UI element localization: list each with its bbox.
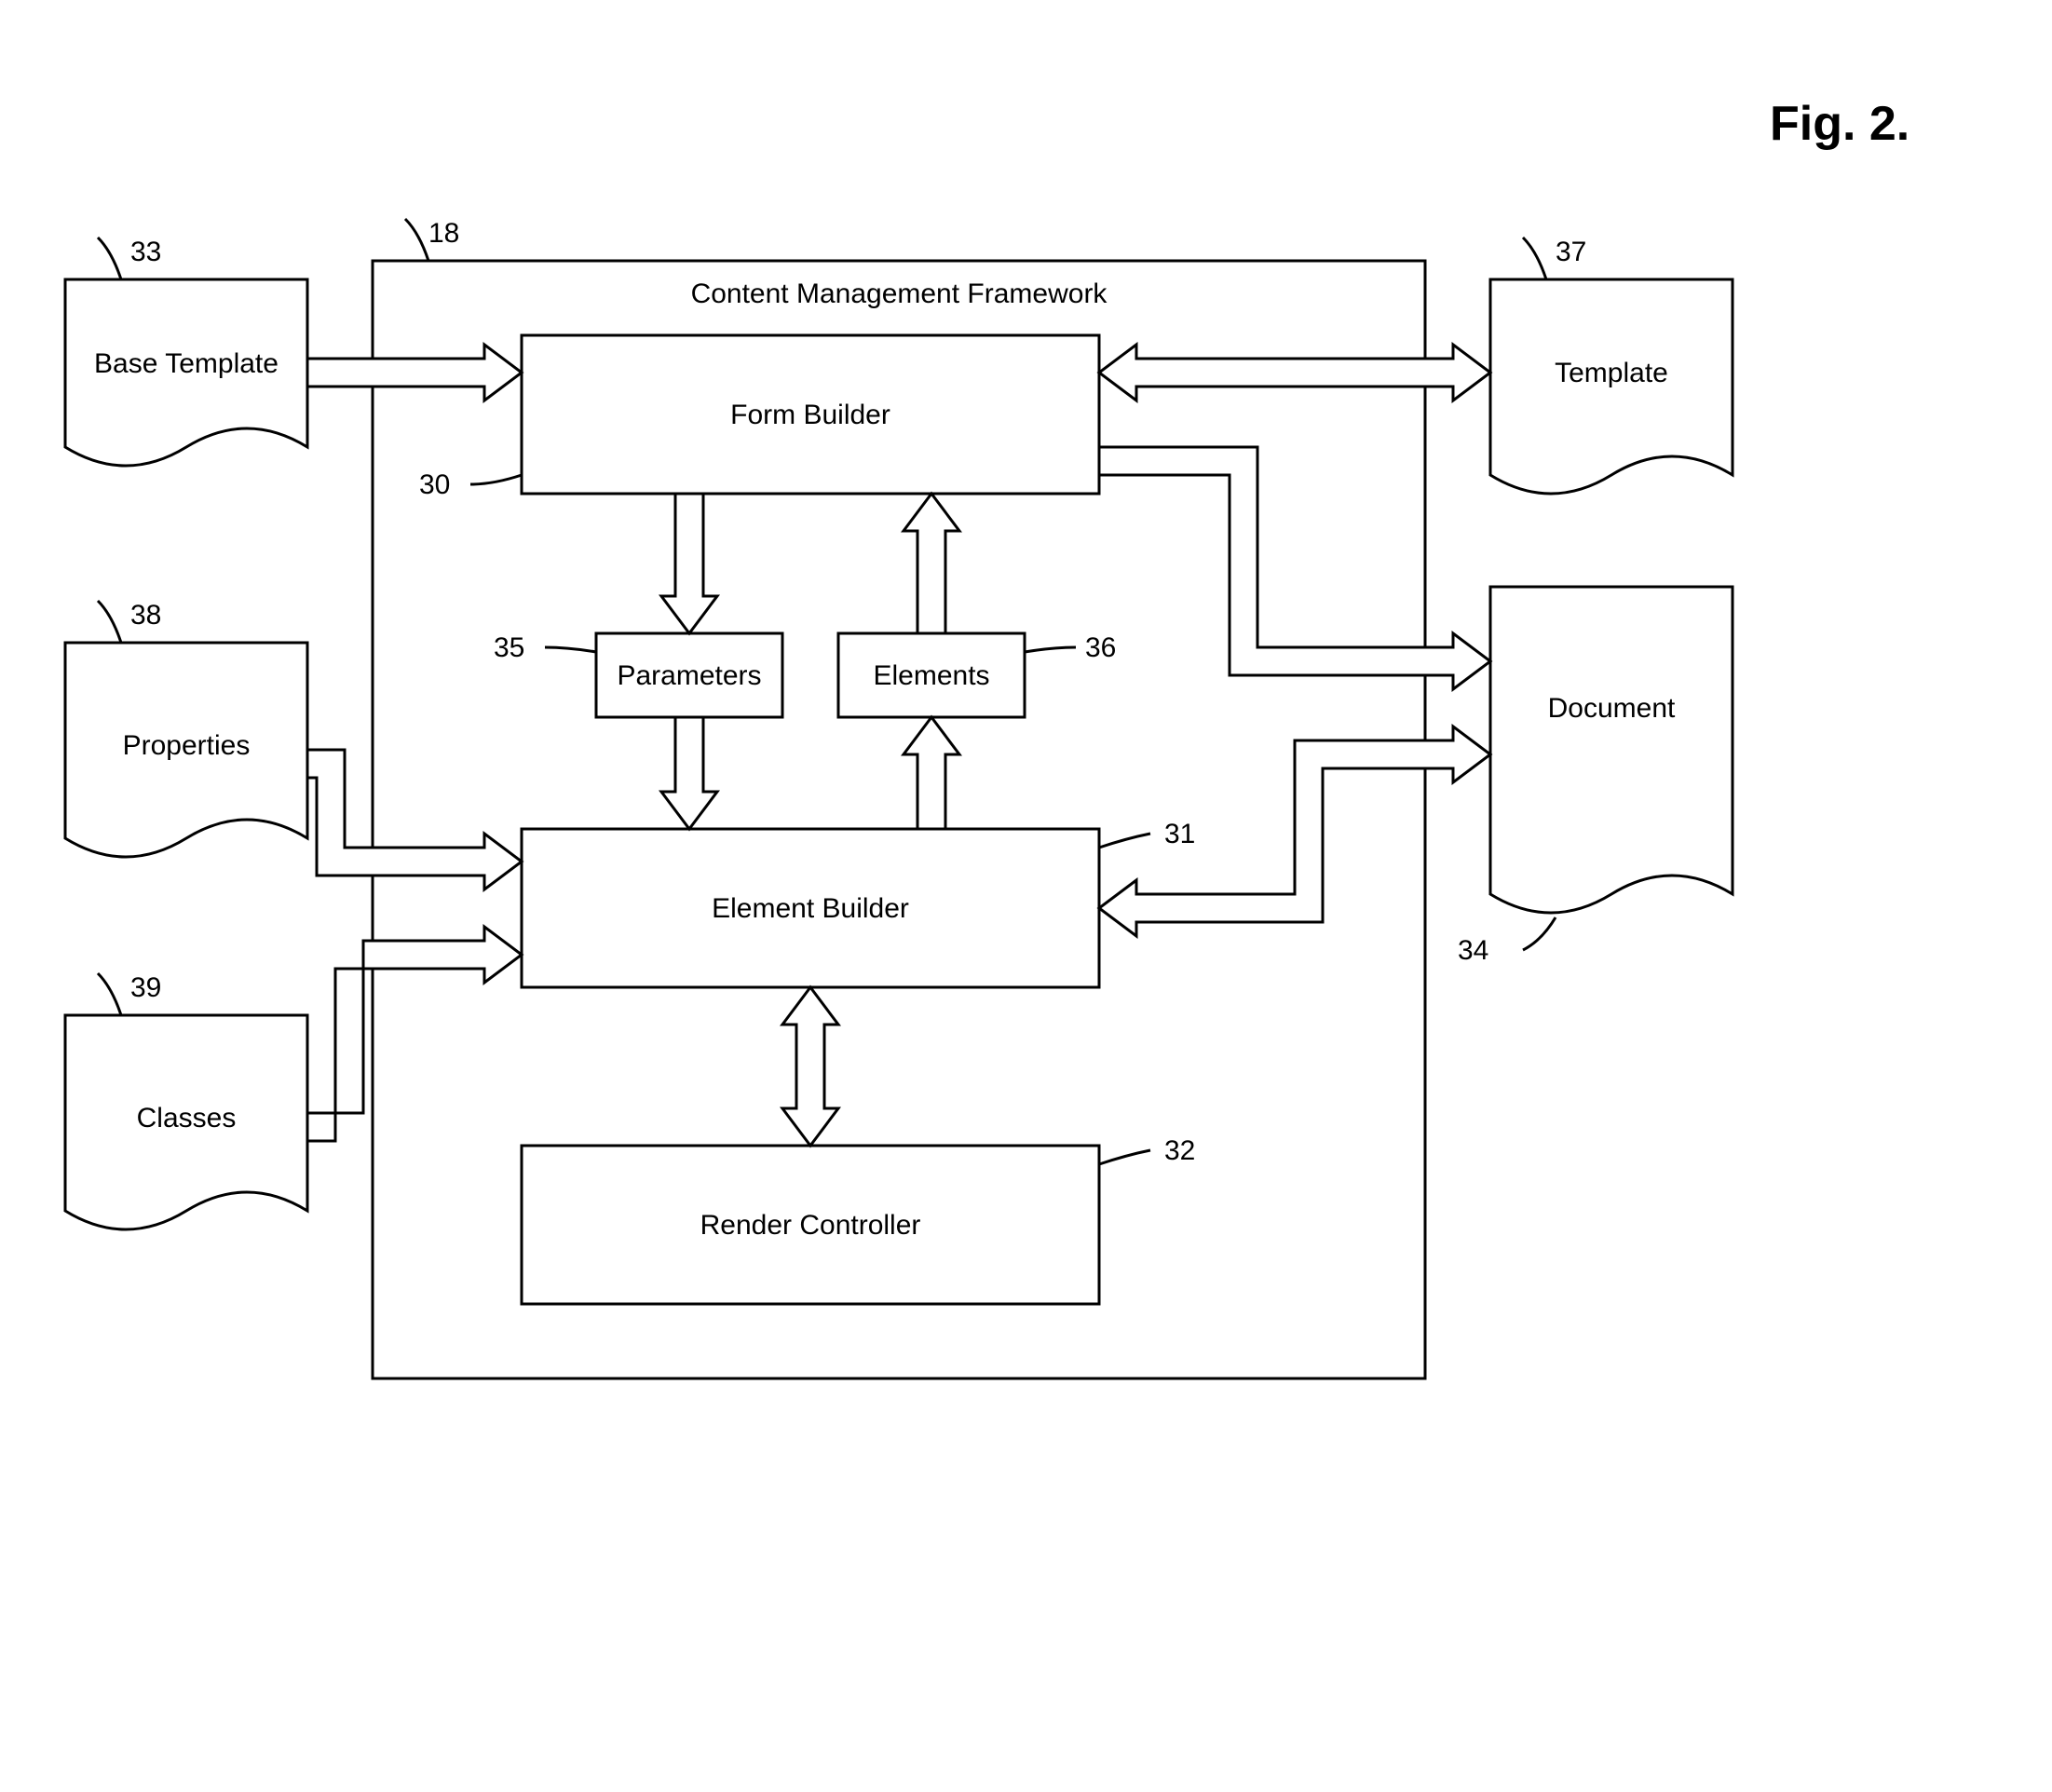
doc-document-label: Document (1548, 693, 1676, 724)
doc-classes-label: Classes (137, 1103, 237, 1134)
ref-38: 38 (130, 600, 161, 631)
arrow-basetemplate-formbuilder (307, 345, 522, 400)
arrow-properties-elementbuilder (307, 750, 522, 889)
ref-lead-33 (98, 238, 121, 279)
doc-properties-label: Properties (123, 730, 251, 761)
ref-lead-31 (1099, 834, 1150, 848)
ref-lead-32 (1099, 1150, 1150, 1164)
ref-lead-34 (1523, 917, 1556, 950)
ref-34: 34 (1458, 935, 1488, 966)
box-parameters-label: Parameters (617, 660, 761, 691)
arrow-formbuilder-template (1099, 345, 1490, 400)
doc-template-label: Template (1555, 358, 1668, 388)
ref-35: 35 (494, 632, 524, 663)
arrow-classes-elementbuilder (307, 927, 522, 1141)
arrow-formbuilder-parameters (661, 494, 717, 633)
ref-lead-30 (470, 475, 522, 484)
ref-lead-18 (405, 219, 428, 261)
arrow-elementbuilder-elements (904, 717, 959, 829)
ref-39: 39 (130, 972, 161, 1003)
ref-30: 30 (419, 469, 450, 500)
diagram-svg: Fig. 2. Content Management Framework 18 … (0, 0, 2052, 1792)
arrow-formbuilder-document (1099, 447, 1490, 689)
box-render-controller-label: Render Controller (700, 1210, 921, 1241)
arrow-elementbuilder-rendercontroller (782, 987, 838, 1146)
ref-lead-37 (1523, 238, 1546, 279)
arrow-elementbuilder-document (1099, 726, 1490, 936)
ref-lead-35 (545, 647, 596, 652)
arrow-parameters-elementbuilder (661, 717, 717, 829)
ref-18: 18 (428, 218, 459, 249)
figure-title: Fig. 2. (1770, 97, 1909, 151)
arrow-elements-formbuilder (904, 494, 959, 633)
ref-lead-36 (1025, 647, 1076, 652)
ref-33: 33 (130, 237, 161, 267)
doc-base-template-label: Base Template (94, 348, 279, 379)
ref-lead-39 (98, 973, 121, 1015)
ref-36: 36 (1085, 632, 1116, 663)
box-elements-label: Elements (873, 660, 989, 691)
ref-31: 31 (1164, 819, 1195, 849)
box-form-builder-label: Form Builder (730, 400, 890, 430)
ref-lead-38 (98, 601, 121, 643)
ref-37: 37 (1556, 237, 1586, 267)
doc-document (1490, 587, 1733, 913)
ref-32: 32 (1164, 1135, 1195, 1166)
framework-title: Content Management Framework (691, 278, 1108, 309)
box-element-builder-label: Element Builder (712, 893, 909, 924)
